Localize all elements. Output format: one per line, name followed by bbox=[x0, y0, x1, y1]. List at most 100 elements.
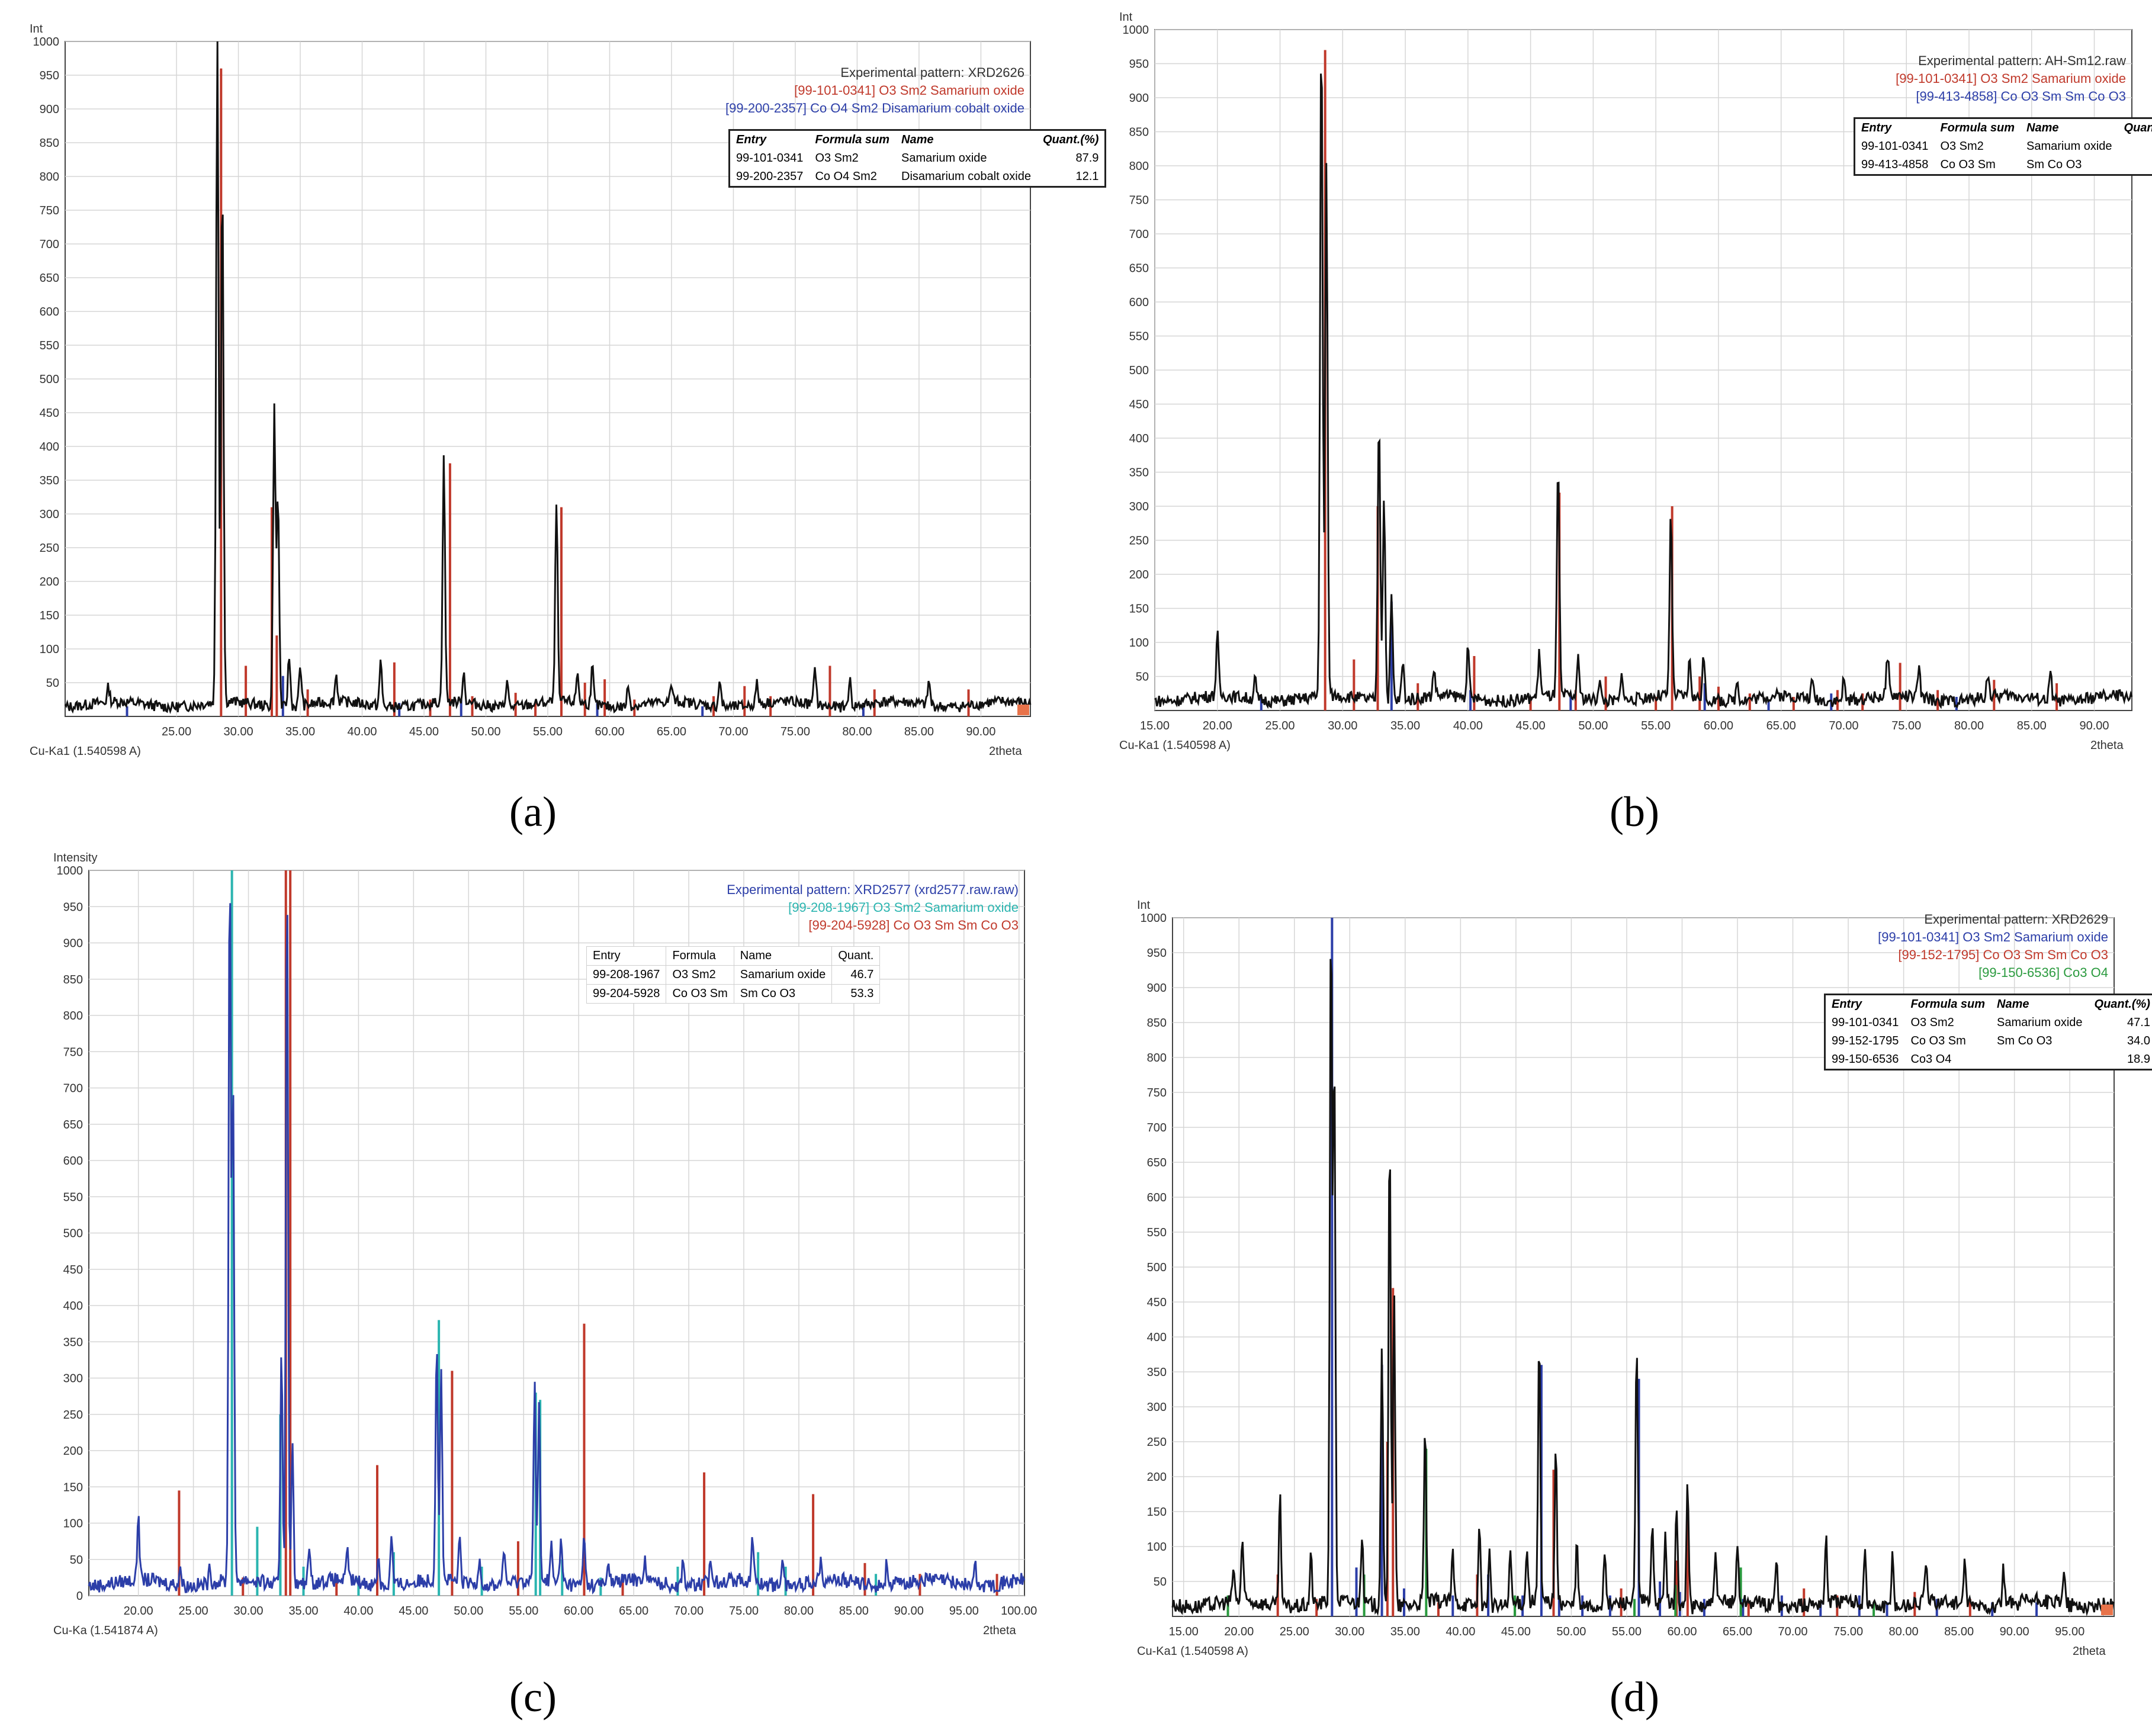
x-tick-label: 70.00 bbox=[1778, 1625, 1807, 1638]
x-axis-label: 2theta bbox=[989, 745, 1022, 758]
y-tick-label: 950 bbox=[1129, 58, 1149, 71]
x-tick-label: 45.00 bbox=[1501, 1625, 1531, 1638]
legend-entry: [99-200-2357] Co O4 Sm2 Disamarium cobal… bbox=[725, 101, 1024, 115]
legend-entry: Experimental pattern: XRD2577 (xrd2577.r… bbox=[727, 882, 1019, 897]
x-tick-label: 100.00 bbox=[1001, 1605, 1037, 1618]
x-tick-label: 60.00 bbox=[564, 1605, 593, 1618]
x-tick-label: 65.00 bbox=[1723, 1625, 1752, 1638]
table-cell: Co O3 Sm bbox=[666, 984, 734, 1004]
x-tick-label: 55.00 bbox=[1641, 719, 1671, 732]
y-tick-label: 400 bbox=[40, 441, 59, 454]
table-cell: 85.8 bbox=[2118, 137, 2152, 156]
x-tick-label: 70.00 bbox=[718, 725, 748, 738]
x-tick-label: 50.00 bbox=[1556, 1625, 1586, 1638]
x-axis-label: 2theta bbox=[2090, 739, 2124, 752]
y-tick-label: 400 bbox=[1147, 1331, 1167, 1344]
y-tick-label: 650 bbox=[1147, 1156, 1167, 1169]
table-header: Entry bbox=[1832, 998, 1862, 1011]
y-tick-label: 1000 bbox=[57, 864, 83, 877]
y-axis-label: Int bbox=[30, 22, 43, 36]
table-cell: O3 Sm2 bbox=[1910, 1016, 1954, 1029]
x-tick-label: 75.00 bbox=[1891, 719, 1921, 732]
x-tick-label: 65.00 bbox=[619, 1605, 648, 1618]
table-cell: Samarium oxide bbox=[1997, 1016, 2083, 1029]
table-cell: Sm Co O3 bbox=[1997, 1034, 2053, 1047]
x-tick-label: 60.00 bbox=[595, 725, 624, 738]
x-tick-label: 30.00 bbox=[1335, 1625, 1364, 1638]
legend-entry: Experimental pattern: XRD2626 bbox=[840, 65, 1024, 80]
table-header: Entry bbox=[1861, 121, 1892, 134]
y-tick-label: 100 bbox=[40, 643, 59, 656]
x-tick-label: 20.00 bbox=[1224, 1625, 1254, 1638]
y-tick-label: 50 bbox=[46, 677, 59, 690]
table-cell: Disamarium cobalt oxide bbox=[901, 170, 1031, 183]
table-cell: 34.0 bbox=[2127, 1034, 2150, 1047]
y-tick-label: 700 bbox=[63, 1082, 83, 1095]
radiation-source-label: Cu-Ka (1.541874 A) bbox=[53, 1624, 158, 1637]
table-header: Formula sum bbox=[815, 133, 890, 146]
y-tick-label: 700 bbox=[40, 238, 59, 251]
quantification-table: Entry Formula sum Name Quant.(%) 99-101-0341… bbox=[728, 129, 1107, 188]
y-axis-label: Intensity bbox=[53, 851, 98, 864]
y-tick-label: 650 bbox=[1129, 262, 1149, 275]
y-tick-label: 350 bbox=[40, 474, 59, 487]
y-tick-label: 900 bbox=[1129, 92, 1149, 105]
y-tick-label: 150 bbox=[1129, 603, 1149, 616]
table-cell: 47.1 bbox=[2127, 1016, 2150, 1029]
scroll-marker-icon[interactable] bbox=[1017, 705, 1029, 715]
y-tick-label: 350 bbox=[1129, 467, 1149, 480]
table-row: 99-208-1967 O3 Sm2 Samarium oxide 46.7 bbox=[586, 965, 881, 985]
y-tick-label: 700 bbox=[1129, 228, 1149, 241]
y-tick-label: 200 bbox=[1129, 568, 1149, 581]
table-cell: Sm Co O3 bbox=[733, 984, 833, 1004]
x-tick-label: 90.00 bbox=[2000, 1625, 2029, 1638]
y-tick-label: 900 bbox=[1147, 982, 1167, 995]
x-tick-label: 30.00 bbox=[224, 725, 253, 738]
table-header: Name bbox=[901, 133, 934, 146]
table-cell: 53.3 bbox=[831, 984, 881, 1004]
scroll-marker-icon[interactable] bbox=[2101, 1605, 2113, 1615]
y-tick-label: 450 bbox=[1147, 1296, 1167, 1309]
y-tick-label: 50 bbox=[1136, 671, 1149, 684]
y-tick-label: 600 bbox=[1129, 296, 1149, 309]
legend-entry: [99-101-0341] O3 Sm2 Samarium oxide bbox=[794, 83, 1024, 98]
legend-entry: [99-208-1967] O3 Sm2 Samarium oxide bbox=[788, 900, 1019, 915]
y-tick-label: 750 bbox=[63, 1046, 83, 1059]
y-tick-label: 900 bbox=[40, 103, 59, 116]
x-tick-label: 20.00 bbox=[124, 1605, 153, 1618]
y-tick-label: 200 bbox=[1147, 1471, 1167, 1484]
x-tick-label: 25.00 bbox=[1265, 719, 1295, 732]
quantification-table: Entry Formula sum Name Quant.(%) 99-101-0341… bbox=[1854, 117, 2152, 176]
experimental-pattern-line bbox=[1171, 959, 2115, 1617]
table-header: Quant. bbox=[831, 946, 881, 966]
radiation-source-label: Cu-Ka1 (1.540598 A) bbox=[30, 745, 141, 758]
y-tick-label: 50 bbox=[70, 1554, 83, 1567]
xrd-chart-b: 50 100 150 200 250 300 350 400 450 500 550 600 650 70… bbox=[1107, 6, 2152, 764]
y-tick-label: 150 bbox=[1147, 1506, 1167, 1519]
x-tick-label: 90.00 bbox=[966, 725, 995, 738]
y-tick-label: 150 bbox=[40, 609, 59, 622]
y-tick-label: 1000 bbox=[1123, 24, 1149, 37]
y-tick-label: 800 bbox=[40, 171, 59, 184]
x-tick-label: 20.00 bbox=[1203, 719, 1232, 732]
y-tick-label: 100 bbox=[1147, 1541, 1167, 1554]
x-tick-label: 40.00 bbox=[343, 1605, 373, 1618]
x-tick-label: 75.00 bbox=[780, 725, 810, 738]
x-axis-label: 2theta bbox=[2073, 1645, 2106, 1658]
x-tick-label: 25.00 bbox=[162, 725, 191, 738]
table-header: Formula sum bbox=[1910, 998, 1986, 1011]
table-cell: 99-150-6536 bbox=[1832, 1053, 1899, 1066]
y-tick-label: 50 bbox=[1154, 1576, 1167, 1589]
y-tick-label: 700 bbox=[1147, 1121, 1167, 1134]
quantification-table: Entry Formula Name Quant. 99-208-1967 O3 Sm2 S… bbox=[586, 946, 881, 1004]
x-tick-label: 35.00 bbox=[285, 725, 315, 738]
y-tick-label: 350 bbox=[1147, 1366, 1167, 1379]
x-tick-label: 75.00 bbox=[1833, 1625, 1863, 1638]
y-tick-label: 950 bbox=[63, 901, 83, 914]
y-tick-label: 450 bbox=[1129, 398, 1149, 412]
y-tick-label: 850 bbox=[1147, 1017, 1167, 1030]
x-tick-label: 40.00 bbox=[1453, 719, 1483, 732]
y-tick-label: 400 bbox=[63, 1300, 83, 1313]
x-tick-label: 35.00 bbox=[1390, 719, 1420, 732]
y-tick-label: 650 bbox=[40, 272, 59, 285]
